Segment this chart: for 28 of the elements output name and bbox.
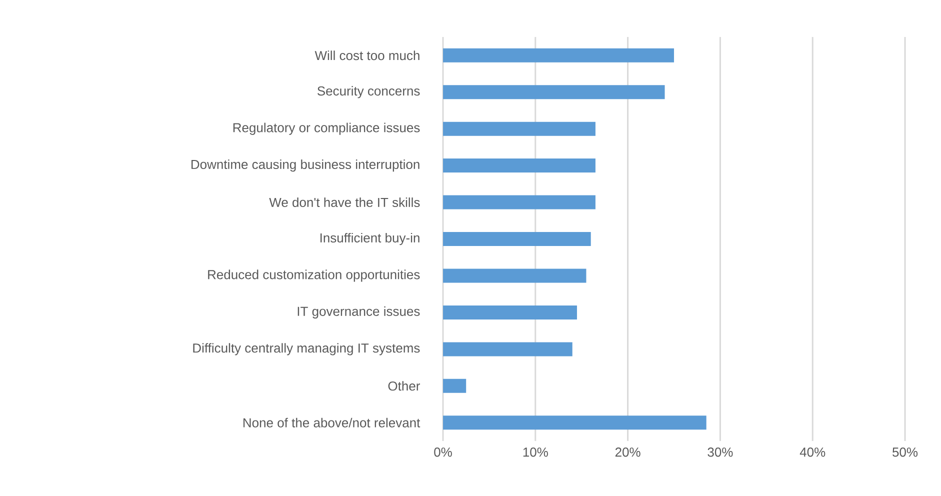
bar [443,232,591,246]
bar [443,122,596,136]
bar [443,158,596,173]
bar [443,195,596,210]
y-tick-label: Other [388,381,420,391]
bar [443,268,586,283]
y-tick-label: Downtime causing business interruption [191,159,420,172]
y-tick-label: Reduced customization opportunities [208,270,420,282]
y-tick-label: Will cost too much [314,50,420,60]
y-tick-label: Difficulty centrally managing IT systems [193,343,420,356]
y-tick-label: IT governance issues [298,306,420,319]
y-tick-label: None of the above/not relevant [243,418,420,428]
x-tick-label: 20% [615,448,640,457]
x-tick-label: 10% [523,448,548,457]
x-tick-label: 30% [708,448,733,457]
y-tick-label: We don't have the IT skills [269,198,420,208]
y-tick-label: Security concerns [317,86,420,98]
bar [443,48,674,62]
x-tick-label: 50% [892,448,918,457]
bar [443,305,577,320]
y-tick-label: Regulatory or compliance issues [233,122,420,135]
x-tick-label: 40% [800,448,826,457]
y-tick-label: Insufficient buy-in [320,232,420,246]
bar [443,378,466,393]
x-tick-label: 0% [434,448,452,457]
bar [443,342,572,356]
bar [443,85,665,100]
bar [443,416,706,430]
